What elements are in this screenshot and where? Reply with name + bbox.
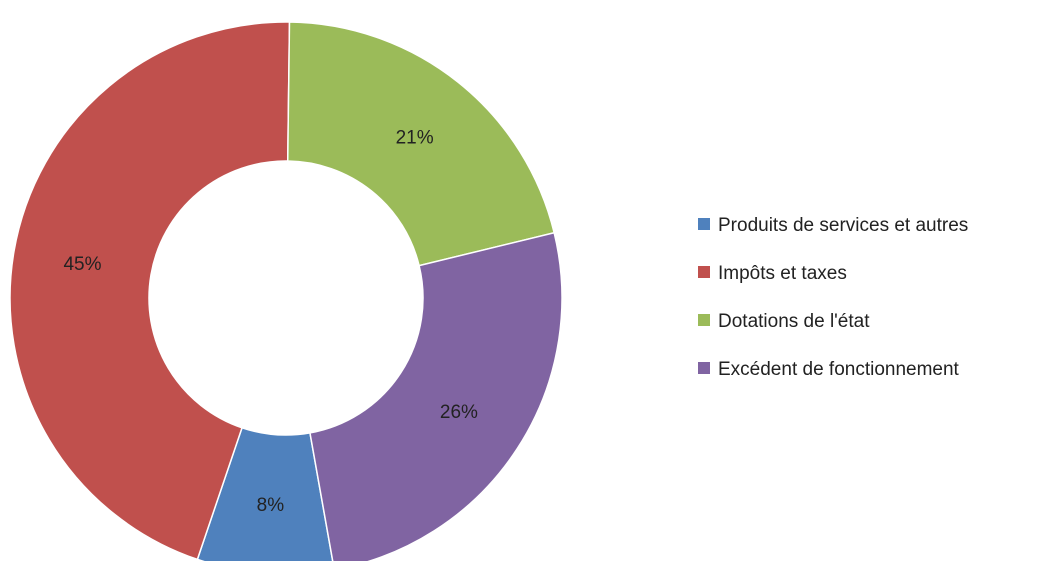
legend-label-impots-et-taxes: Impôts et taxes [718,263,847,284]
legend-swatch-excedent-de-fonctionnement [698,362,710,374]
legend-label-excedent-de-fonctionnement: Excédent de fonctionnement [718,359,960,380]
legend-swatch-produits-de-services-et-autres [698,218,710,230]
legend-swatch-dotations-de-l-etat [698,314,710,326]
data-labels-group: 8% 45% 21% 26% [63,127,478,515]
data-label-produits-de-services-et-autres: 8% [257,495,285,516]
data-label-impots-et-taxes: 45% [63,254,101,275]
slices-group [9,21,563,561]
legend-label-dotations-de-l-etat: Dotations de l'état [718,311,870,332]
slice-dotations-de-l-etat [286,21,556,267]
data-label-excedent-de-fonctionnement: 26% [440,402,478,423]
slice-excedent-de-fonctionnement [309,231,563,561]
legend-label-produits-de-services-et-autres: Produits de services et autres [718,215,968,236]
data-label-dotations-de-l-etat: 21% [396,127,434,148]
legend: Produits de services et autres Impôts et … [698,215,968,380]
legend-swatch-impots-et-taxes [698,266,710,278]
slice-impots-et-taxes [9,21,291,561]
